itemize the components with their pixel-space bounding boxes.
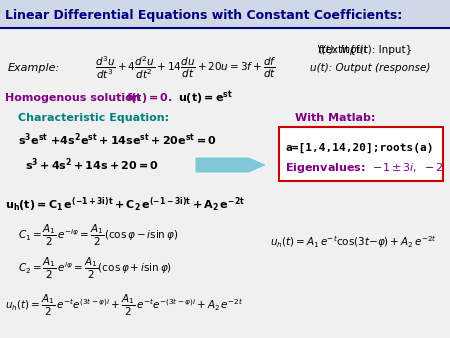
FancyArrow shape [195, 157, 267, 173]
Text: $\mathbf{s^3e^{st}}$ $\mathbf{+ 4s^2e^{st} + 14se^{st} + 20e^{st}= 0}$: $\mathbf{s^3e^{st}}$ $\mathbf{+ 4s^2e^{s… [18, 132, 217, 148]
Text: $u_h(t) = \dfrac{A_1}{2}\,e^{-t}e^{(3t-\varphi)i} + \dfrac{A_1}{2}\,e^{-t}e^{-(3: $u_h(t) = \dfrac{A_1}{2}\,e^{-t}e^{(3t-\… [5, 292, 243, 317]
Text: Characteristic Equation:: Characteristic Equation: [18, 113, 169, 123]
Text: $u_h(t) = A_1\,e^{-t}\cos(3t{-}\varphi)+A_2\,e^{-2t}$: $u_h(t) = A_1\,e^{-t}\cos(3t{-}\varphi)+… [270, 234, 437, 250]
FancyBboxPatch shape [279, 127, 443, 181]
Text: $\mathbf{f(t)=0.}$: $\mathbf{f(t)=0.}$ [126, 91, 173, 105]
Text: \textit{f(t): Input}: \textit{f(t): Input} [318, 45, 412, 55]
Text: Example:: Example: [8, 63, 60, 73]
Text: $\mathbf{u(t)=e^{st}}$: $\mathbf{u(t)=e^{st}}$ [178, 89, 233, 107]
Text: $\dfrac{d^3u}{dt^3} + 4\dfrac{d^2u}{dt^2} + 14\dfrac{du}{dt} + 20u = 3f + \dfrac: $\dfrac{d^3u}{dt^3} + 4\dfrac{d^2u}{dt^2… [95, 54, 277, 81]
Text: $\mathbf{s^3 + 4s^2 + 14s + 20 = 0}$: $\mathbf{s^3 + 4s^2 + 14s + 20 = 0}$ [25, 157, 159, 173]
Text: $\mathbf{u_h(t) = C_1\,e^{(-1+3i)t} + C_2\,e^{(-1-3i)t} + A_2\,e^{-2t}}$: $\mathbf{u_h(t) = C_1\,e^{(-1+3i)t} + C_… [5, 196, 245, 214]
Text: $C_1 = \dfrac{A_1}{2}\,e^{-i\varphi} = \dfrac{A_1}{2}(\cos\varphi - i\sin\varphi: $C_1 = \dfrac{A_1}{2}\,e^{-i\varphi} = \… [18, 222, 178, 247]
Text: Homogenous solution: Homogenous solution [5, 93, 144, 103]
Text: u(t): Output (response): u(t): Output (response) [310, 63, 430, 73]
Text: Linear Differential Equations with Constant Coefficients:: Linear Differential Equations with Const… [5, 9, 402, 23]
Text: f(t): Input: f(t): Input [318, 45, 368, 55]
Text: $C_2 = \dfrac{A_1}{2}\,e^{i\varphi} = \dfrac{A_1}{2}(\cos\varphi + i\sin\varphi): $C_2 = \dfrac{A_1}{2}\,e^{i\varphi} = \d… [18, 256, 172, 281]
FancyBboxPatch shape [0, 0, 450, 28]
Text: a=[1,4,14,20];roots(a): a=[1,4,14,20];roots(a) [285, 143, 433, 153]
Text: With Matlab:: With Matlab: [295, 113, 375, 123]
Text: Eigenvalues:  $-1\pm3i,\ -2$: Eigenvalues: $-1\pm3i,\ -2$ [285, 161, 444, 175]
